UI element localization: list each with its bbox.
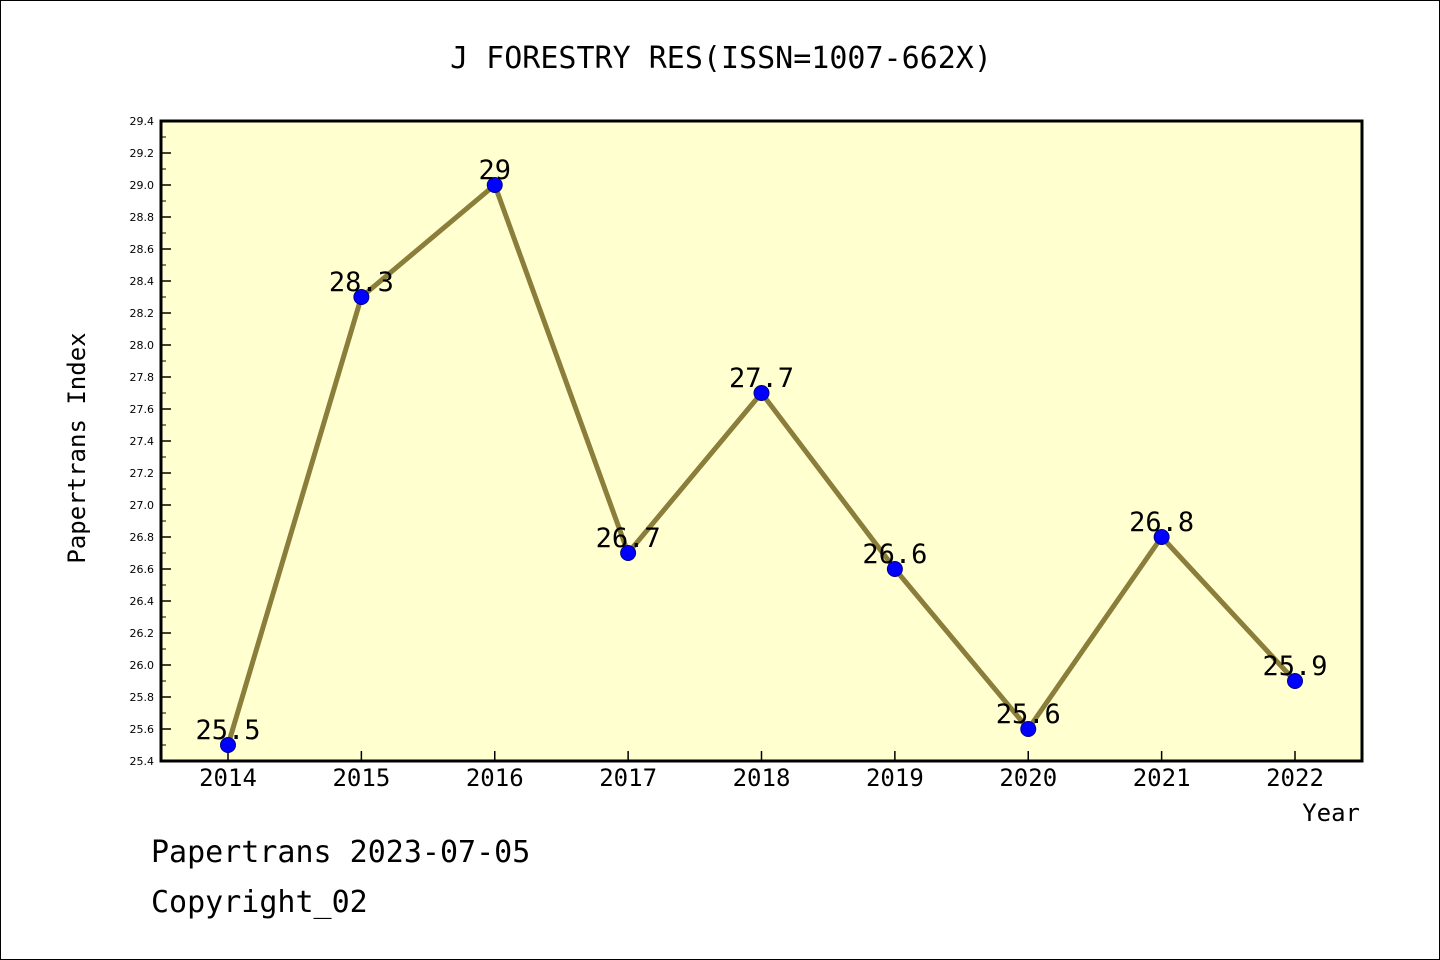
y-tick-label: 27.2 — [130, 467, 155, 480]
y-tick-label: 25.8 — [130, 691, 155, 704]
y-tick-label: 28.8 — [130, 211, 155, 224]
footer-date: Papertrans 2023-07-05 — [151, 835, 531, 870]
data-label: 27.7 — [729, 363, 794, 394]
x-tick-label: 2019 — [866, 764, 924, 792]
data-point — [1153, 529, 1170, 545]
y-tick-label: 28.2 — [130, 307, 155, 320]
data-label: 26.8 — [1129, 507, 1194, 538]
y-tick-label: 26.8 — [130, 531, 155, 544]
y-tick-label: 27.8 — [130, 371, 155, 384]
data-point — [353, 289, 370, 305]
y-axis-ticks: 25.4 25.6 25.8 26.0 26.2 26.4 26.6 26.8 27.0 27.2… — [130, 115, 171, 768]
x-tick-label: 2020 — [999, 764, 1057, 792]
y-tick-label: 25.4 — [130, 755, 155, 768]
data-label: 29 — [478, 155, 511, 186]
data-point — [886, 561, 903, 577]
data-label: 25.9 — [1262, 651, 1327, 682]
y-tick-label: 29.0 — [130, 179, 155, 192]
data-point — [220, 737, 236, 753]
x-tick-label: 2018 — [733, 764, 791, 792]
y-tick-label: 28.4 — [130, 275, 155, 288]
y-tick-label: 27.4 — [130, 435, 155, 448]
data-point — [753, 385, 770, 401]
x-axis-label: Year — [1302, 799, 1360, 827]
y-tick-label: 26.0 — [130, 659, 155, 672]
chart-title: J FORESTRY RES(ISSN=1007-662X) — [450, 41, 992, 76]
data-point — [486, 177, 503, 193]
data-label: 25.6 — [996, 699, 1061, 730]
x-tick-label: 2022 — [1266, 764, 1324, 792]
y-tick-label: 25.6 — [130, 723, 155, 736]
y-tick-label: 29.2 — [130, 147, 155, 160]
x-tick-label: 2015 — [332, 764, 390, 792]
y-tick-label: 26.4 — [130, 595, 155, 608]
data-labels: 25.5 28.3 29 26.7 27.7 26.6 25.6 26.8 25.9 — [195, 155, 1327, 746]
data-point — [620, 545, 637, 561]
data-label: 26.6 — [862, 539, 927, 570]
y-axis-label: Papertrans Index — [63, 332, 91, 563]
x-axis-ticks: 2014 2015 2016 2017 2018 2019 2020 2021 2022 — [199, 751, 1324, 792]
y-tick-label: 26.2 — [130, 627, 155, 640]
x-tick-label: 2021 — [1133, 764, 1191, 792]
x-tick-label: 2014 — [199, 764, 257, 792]
y-tick-label: 28.0 — [130, 339, 155, 352]
data-markers — [220, 177, 1303, 753]
x-tick-label: 2016 — [466, 764, 524, 792]
x-tick-label: 2017 — [599, 764, 657, 792]
plot-area — [159, 119, 1364, 763]
y-tick-label: 28.6 — [130, 243, 155, 256]
y-tick-label: 27.6 — [130, 403, 155, 416]
data-point — [1020, 721, 1037, 737]
y-tick-label: 26.6 — [130, 563, 155, 576]
footer-copyright: Copyright_02 — [151, 885, 368, 920]
y-tick-label: 27.0 — [130, 499, 155, 512]
data-label: 28.3 — [329, 267, 394, 298]
data-label: 25.5 — [195, 715, 260, 746]
y-tick-label: 29.4 — [130, 115, 155, 128]
data-label: 26.7 — [596, 523, 661, 554]
data-point — [1287, 673, 1303, 689]
